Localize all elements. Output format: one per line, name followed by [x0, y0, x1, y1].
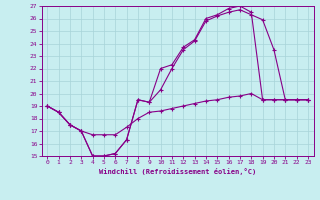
X-axis label: Windchill (Refroidissement éolien,°C): Windchill (Refroidissement éolien,°C)	[99, 168, 256, 175]
